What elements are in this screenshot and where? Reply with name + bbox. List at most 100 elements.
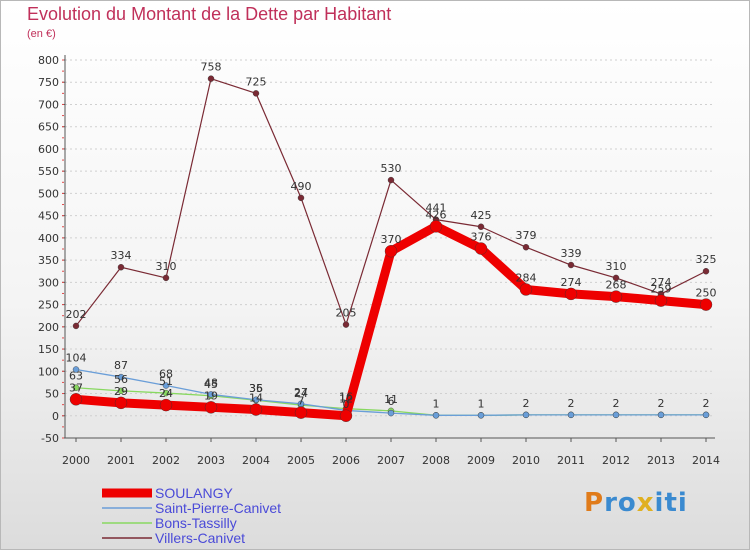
y-tick-label: 350 (38, 254, 59, 267)
data-label-soulangy: 7 (298, 395, 305, 408)
data-point-soulangy (564, 287, 578, 301)
data-label-villers-canivet: 725 (246, 75, 267, 88)
data-label-saint-pierre-canivet: 27 (294, 386, 308, 399)
y-tick-label: 700 (38, 98, 59, 111)
data-point-soulangy (159, 398, 173, 412)
data-label-bons-tassilly: 51 (159, 375, 173, 388)
y-tick-label: 150 (38, 343, 59, 356)
data-label-saint-pierre-canivet: 48 (204, 376, 218, 389)
data-point-soulangy (609, 290, 623, 303)
data-label-bons-tassilly: 1 (433, 397, 440, 410)
y-tick-label: 750 (38, 76, 59, 89)
data-label-soulangy: 426 (426, 208, 447, 221)
data-label-soulangy: 259 (651, 283, 672, 296)
x-tick-label: 2005 (287, 454, 315, 467)
data-label-soulangy: 19 (204, 389, 218, 402)
y-tick-label: 200 (38, 321, 59, 334)
x-tick-label: 2004 (242, 454, 270, 467)
data-point-villers-canivet (477, 223, 485, 230)
data-label-villers-canivet: 441 (426, 202, 447, 215)
x-tick-label: 2007 (377, 454, 405, 467)
legend-label-soulangy: SOULANGY (155, 485, 233, 501)
data-point-soulangy (204, 401, 218, 414)
y-tick-label: 650 (38, 121, 59, 134)
data-point-bons-tassilly (72, 384, 80, 391)
data-label-bons-tassilly: 2 (703, 397, 710, 410)
legend-label-bons-tassilly: Bons-Tassilly (155, 515, 237, 531)
data-label-bons-tassilly: 2 (523, 397, 530, 410)
x-tick-label: 2014 (692, 454, 720, 467)
y-tick-label: -50 (41, 432, 59, 445)
data-point-villers-canivet (612, 274, 620, 282)
data-label-soulangy: 14 (249, 392, 263, 405)
y-tick-label: 450 (38, 210, 59, 223)
y-tick-label: 400 (38, 232, 59, 245)
data-label-saint-pierre-canivet: 68 (159, 368, 173, 381)
x-tick-label: 2000 (62, 454, 90, 467)
x-tick-label: 2008 (422, 454, 450, 467)
data-label-villers-canivet: 274 (651, 276, 672, 289)
data-label-saint-pierre-canivet: 87 (114, 359, 128, 372)
data-point-saint-pierre-canivet (657, 411, 665, 419)
data-label-soulangy: 376 (471, 231, 492, 244)
data-point-saint-pierre-canivet (387, 409, 395, 417)
proxiti-logo: Proxiti (584, 488, 688, 518)
data-label-soulangy: 268 (606, 279, 627, 292)
x-tick-label: 2002 (152, 454, 180, 467)
data-label-villers-canivet: 325 (696, 253, 717, 266)
data-point-soulangy (294, 406, 308, 419)
data-label-bons-tassilly: 45 (204, 378, 218, 391)
data-point-soulangy (114, 396, 128, 410)
data-label-villers-canivet: 490 (291, 180, 312, 193)
x-tick-label: 2006 (332, 454, 360, 467)
data-label-villers-canivet: 379 (516, 229, 537, 242)
y-tick-label: 100 (38, 365, 59, 378)
data-point-saint-pierre-canivet (522, 411, 530, 419)
data-label-soulangy: 0 (343, 398, 350, 411)
data-point-villers-canivet (522, 244, 530, 251)
legend-label-saint-pierre-canivet: Saint-Pierre-Canivet (155, 500, 281, 516)
data-point-saint-pierre-canivet (117, 373, 125, 381)
y-tick-label: 300 (38, 276, 59, 289)
y-tick-label: 600 (38, 143, 59, 156)
data-point-bons-tassilly (117, 387, 125, 395)
data-point-villers-canivet (117, 264, 125, 271)
data-point-villers-canivet (567, 261, 575, 269)
data-point-saint-pierre-canivet (432, 412, 440, 419)
data-label-villers-canivet: 425 (471, 209, 492, 222)
data-point-saint-pierre-canivet (252, 396, 260, 403)
data-label-bons-tassilly: 35 (249, 382, 263, 395)
data-point-villers-canivet (72, 322, 80, 330)
data-point-villers-canivet (252, 90, 260, 97)
data-label-soulangy: 250 (696, 287, 717, 300)
data-point-soulangy (384, 245, 398, 258)
data-label-saint-pierre-canivet: 36 (249, 382, 263, 395)
data-point-soulangy (519, 283, 533, 296)
data-label-soulangy: 29 (114, 385, 128, 398)
data-point-villers-canivet (702, 268, 710, 275)
x-tick-label: 2010 (512, 454, 540, 467)
data-label-bons-tassilly: 24 (294, 387, 308, 400)
chart-title: Evolution du Montant de la Dette par Hab… (27, 4, 392, 24)
data-label-villers-canivet: 334 (111, 249, 132, 262)
x-tick-label: 2001 (107, 454, 135, 467)
data-label-soulangy: 284 (516, 271, 537, 284)
data-point-soulangy (249, 403, 263, 416)
data-point-saint-pierre-canivet (612, 411, 620, 419)
data-label-soulangy: 37 (69, 381, 83, 394)
data-point-villers-canivet (297, 194, 305, 202)
data-point-villers-canivet (387, 176, 395, 184)
y-tick-label: 250 (38, 299, 59, 312)
y-tick-label: 550 (38, 165, 59, 178)
data-point-saint-pierre-canivet (702, 411, 710, 419)
data-label-villers-canivet: 530 (381, 162, 402, 175)
data-label-villers-canivet: 202 (66, 308, 87, 321)
data-label-bons-tassilly: 2 (613, 397, 620, 410)
data-point-saint-pierre-canivet (72, 366, 80, 373)
data-label-bons-tassilly: 1 (478, 397, 485, 410)
data-point-saint-pierre-canivet (477, 412, 485, 419)
data-label-villers-canivet: 310 (606, 260, 627, 273)
x-tick-label: 2012 (602, 454, 630, 467)
data-label-bons-tassilly: 56 (114, 373, 128, 386)
